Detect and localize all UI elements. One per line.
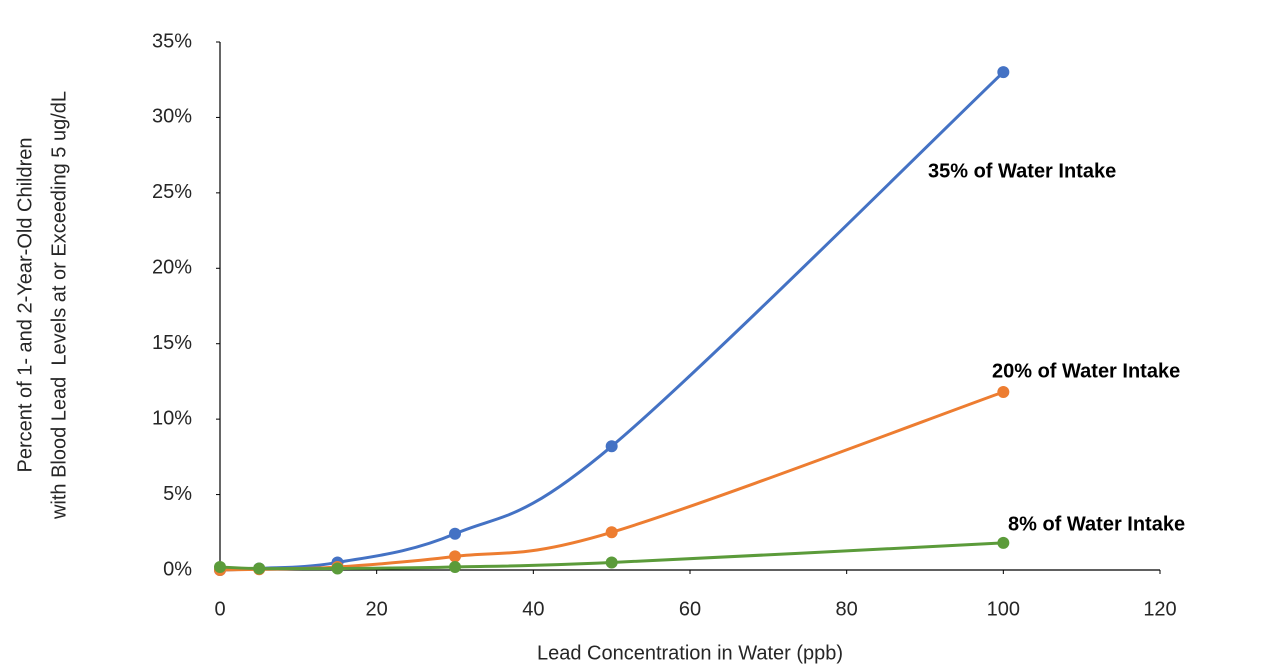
x-tick-label: 0 bbox=[214, 598, 225, 620]
x-tick-label: 60 bbox=[679, 598, 701, 620]
series-line bbox=[219, 390, 1004, 572]
data-point bbox=[253, 562, 266, 575]
x-tick-label: 40 bbox=[522, 598, 544, 620]
data-point bbox=[605, 556, 618, 569]
data-point bbox=[997, 536, 1010, 549]
y-tick-label: 15% bbox=[152, 332, 192, 354]
series-line bbox=[219, 71, 1005, 572]
y-tick-label: 5% bbox=[163, 483, 192, 505]
x-tick-label: 20 bbox=[366, 598, 388, 620]
y-tick-label: 25% bbox=[152, 181, 192, 203]
data-point bbox=[214, 560, 226, 573]
data-point bbox=[997, 66, 1010, 79]
series-label: 35% of Water Intake bbox=[928, 160, 1116, 182]
y-tick-label: 30% bbox=[152, 106, 192, 128]
data-point bbox=[331, 562, 344, 575]
y-axis-title: Percent of 1- and 2-Year-Old Children bbox=[14, 138, 36, 473]
x-tick-label: 100 bbox=[987, 598, 1020, 620]
data-point bbox=[449, 560, 461, 573]
data-point bbox=[449, 527, 461, 540]
x-tick-label: 120 bbox=[1143, 598, 1176, 620]
y-tick-label: 20% bbox=[152, 257, 192, 279]
series-label: 8% of Water Intake bbox=[1008, 513, 1185, 535]
data-point bbox=[605, 526, 618, 539]
y-tick-label: 10% bbox=[152, 407, 192, 429]
data-point bbox=[605, 440, 618, 453]
y-tick-label: 35% bbox=[152, 30, 192, 52]
y-axis-title: with Blood Lead Levels at or Exceeding 5… bbox=[48, 91, 70, 520]
data-point bbox=[997, 385, 1010, 398]
data-point bbox=[449, 550, 461, 563]
y-tick-label: 0% bbox=[163, 558, 192, 580]
x-tick-label: 80 bbox=[836, 598, 858, 620]
x-axis-title: Lead Concentration in Water (ppb) bbox=[537, 642, 843, 664]
series-label: 20% of Water Intake bbox=[992, 360, 1180, 382]
